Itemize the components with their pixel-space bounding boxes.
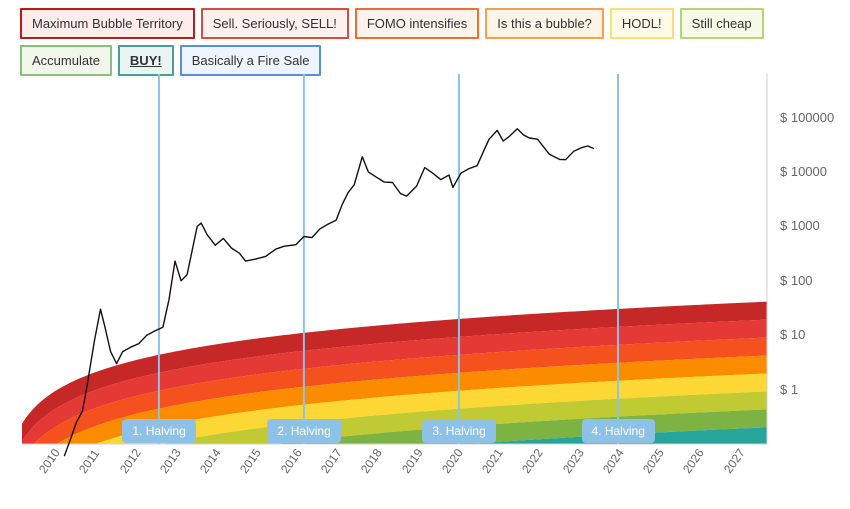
legend-band-7: BUY!	[118, 45, 174, 76]
y-tick-0: $ 1	[780, 382, 798, 397]
legend-band-8: Basically a Fire Sale	[180, 45, 322, 76]
legend-band-2: FOMO intensifies	[355, 8, 479, 39]
halving-label-3: 3. Halving	[422, 419, 495, 443]
legend-band-3: Is this a bubble?	[485, 8, 604, 39]
y-tick-4: $ 10000	[780, 164, 827, 179]
y-tick-1: $ 10	[780, 327, 805, 342]
legend-band-0: Maximum Bubble Territory	[20, 8, 195, 39]
y-tick-3: $ 1000	[780, 218, 820, 233]
halving-label-4: 4. Halving	[582, 419, 655, 443]
legend-band-label-7: BUY!	[130, 53, 162, 68]
halving-label-2: 2. Halving	[267, 419, 340, 443]
y-tick-5: $ 100000	[780, 110, 834, 125]
legend-band-1: Sell. Seriously, SELL!	[201, 8, 349, 39]
legend-band-4: HODL!	[610, 8, 674, 39]
y-tick-2: $ 100	[780, 273, 813, 288]
legend-band-5: Still cheap	[680, 8, 764, 39]
halving-label-1: 1. Halving	[122, 419, 195, 443]
legend-band-6: Accumulate	[20, 45, 112, 76]
